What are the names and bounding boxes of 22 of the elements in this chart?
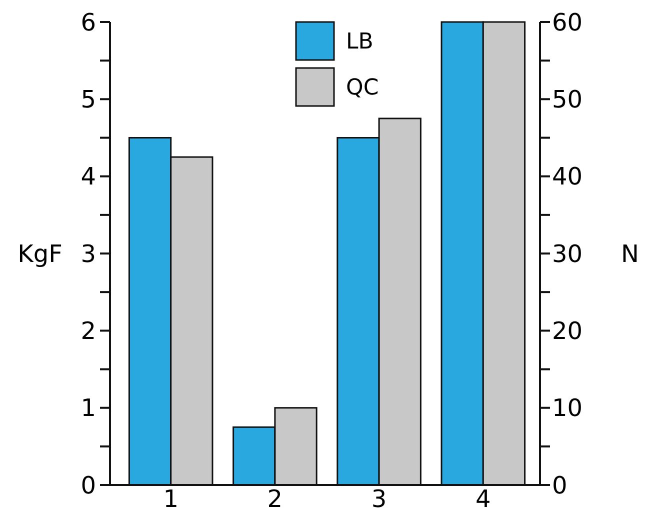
x-tick-label: 2	[267, 485, 283, 513]
y-tick-label: 5	[80, 86, 96, 114]
y2-tick-label: 20	[552, 317, 583, 346]
y-tick-label: 4	[80, 162, 96, 191]
y2-axis-title: N	[621, 240, 639, 268]
y-axis-title: KgF	[18, 240, 62, 268]
y-tick-label: 3	[80, 240, 96, 268]
x-tick-label: 3	[371, 485, 387, 513]
y2-tick-label: 0	[552, 471, 568, 500]
legend-label: LB	[346, 30, 374, 55]
x-tick-label: 4	[476, 485, 491, 513]
y2-tick-label: 10	[552, 394, 583, 422]
y-tick-label: 6	[80, 8, 96, 36]
x-tick-label: 1	[163, 485, 178, 513]
y2-tick-label: 60	[552, 8, 583, 36]
y-tick-label: 2	[80, 317, 96, 346]
y-tick-label: 0	[80, 471, 96, 500]
y2-tick-label: 40	[552, 162, 583, 191]
legend-label: QC	[346, 76, 379, 101]
y2-tick-label: 50	[552, 86, 583, 114]
y-tick-label: 1	[80, 394, 96, 422]
y2-tick-label: 30	[552, 240, 583, 268]
